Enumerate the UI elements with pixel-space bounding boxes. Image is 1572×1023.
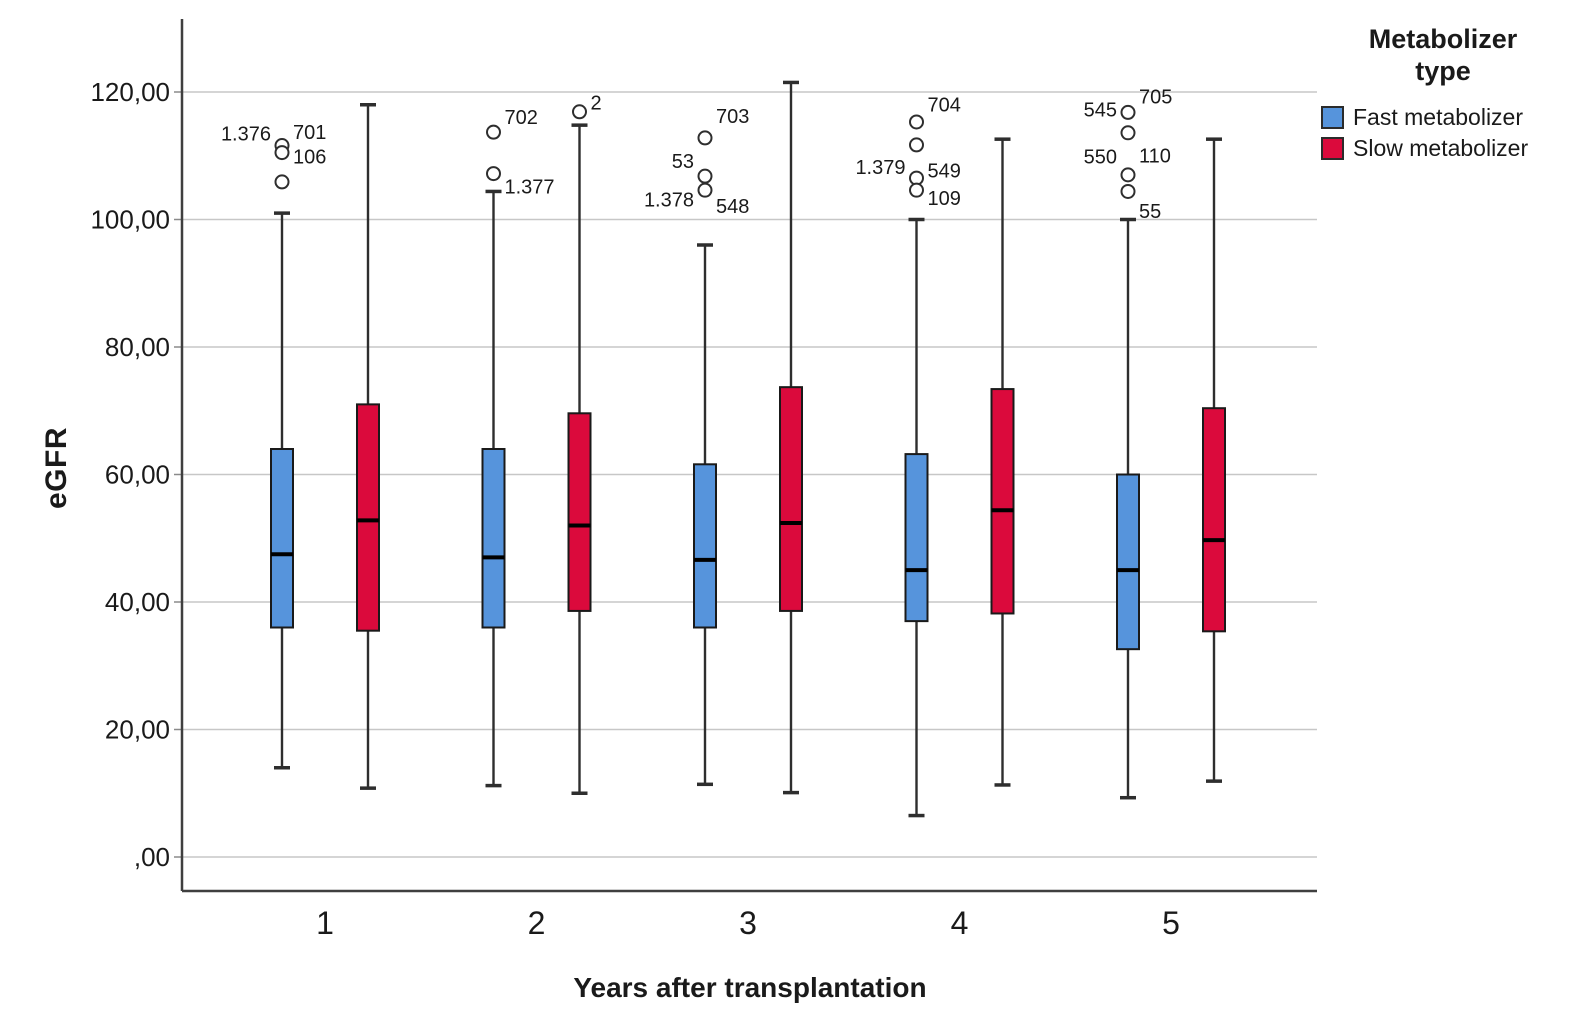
outlier-label: 53 bbox=[672, 151, 694, 173]
y-tick-label: ,00 bbox=[134, 842, 170, 872]
outlier-point bbox=[697, 168, 713, 184]
outlier-point bbox=[909, 182, 924, 198]
outlier-label: 545 bbox=[1084, 99, 1117, 121]
outlier-label: 703 bbox=[716, 106, 749, 128]
box-fast-year-5 bbox=[1116, 473, 1140, 651]
legend-item-slow-metabolizer: Slow metabolizer bbox=[1321, 135, 1569, 162]
box-fast-year-2 bbox=[481, 448, 506, 629]
fast-metabolizer-swatch-icon bbox=[1321, 105, 1344, 129]
outlier-point bbox=[274, 174, 290, 190]
y-axis-title: eGFR bbox=[40, 426, 73, 510]
outlier-point bbox=[1120, 183, 1136, 199]
outlier-label: 55 bbox=[1139, 201, 1161, 223]
outlier-point bbox=[1120, 104, 1136, 120]
box-slow-year-5 bbox=[1202, 407, 1226, 633]
outlier-label: 109 bbox=[928, 188, 961, 210]
outlier-point bbox=[909, 170, 924, 186]
box-fast-year-3 bbox=[693, 463, 717, 629]
outlier-label: 549 bbox=[928, 161, 961, 183]
outlier-point bbox=[909, 137, 924, 153]
outlier-point bbox=[697, 182, 713, 198]
outlier-point bbox=[1120, 167, 1136, 183]
legend-title: Metabolizer type bbox=[1368, 24, 1518, 86]
legend-label-fast: Fast metabolizer bbox=[1353, 103, 1524, 130]
outlier-point bbox=[486, 124, 501, 140]
x-tick-label: 1 bbox=[316, 905, 334, 941]
outlier-label: 704 bbox=[928, 94, 961, 116]
outlier-point bbox=[697, 130, 713, 146]
outlier-label: 702 bbox=[505, 107, 538, 129]
outlier-label: 2 bbox=[591, 92, 602, 114]
outlier-label: 550 bbox=[1084, 147, 1117, 169]
x-tick-label: 4 bbox=[951, 905, 969, 941]
outlier-point bbox=[1120, 125, 1136, 141]
outlier-label: 106 bbox=[293, 147, 326, 169]
outlier-label: 701 bbox=[293, 122, 326, 144]
x-tick-label: 3 bbox=[739, 905, 757, 941]
legend-label-slow: Slow metabolizer bbox=[1353, 134, 1529, 161]
outlier-label: 705 bbox=[1139, 87, 1172, 109]
outlier-point bbox=[274, 145, 290, 161]
outlier-point bbox=[572, 104, 587, 120]
box-slow-year-3 bbox=[779, 386, 803, 612]
y-tick-label: 100,00 bbox=[90, 205, 170, 235]
x-axis-title: Years after transplantation bbox=[573, 972, 927, 1003]
outlier-label: 110 bbox=[1139, 145, 1171, 167]
box-fast-year-4 bbox=[904, 453, 929, 623]
box-slow-year-1 bbox=[356, 403, 380, 632]
outlier-label: 548 bbox=[716, 196, 749, 218]
y-tick-label: 40,00 bbox=[105, 587, 170, 617]
box-fast-year-1 bbox=[270, 448, 294, 629]
outlier-label: 1.376 bbox=[221, 124, 271, 146]
outlier-label: 1.378 bbox=[644, 189, 694, 211]
y-tick-label: 60,00 bbox=[105, 460, 170, 490]
outlier-label: 1.379 bbox=[855, 157, 905, 179]
box-slow-year-4 bbox=[990, 388, 1015, 615]
outlier-point bbox=[909, 114, 924, 130]
y-tick-label: 120,00 bbox=[90, 77, 170, 107]
slow-metabolizer-swatch-icon bbox=[1321, 136, 1344, 160]
x-tick-label: 5 bbox=[1162, 905, 1180, 941]
y-tick-label: 20,00 bbox=[105, 715, 170, 745]
y-tick-label: 80,00 bbox=[105, 332, 170, 362]
legend: Metabolizer type Fast metabolizer Slow m… bbox=[1317, 18, 1569, 166]
x-tick-label: 2 bbox=[528, 905, 546, 941]
outlier-point bbox=[486, 166, 501, 182]
legend-item-fast-metabolizer: Fast metabolizer bbox=[1321, 104, 1569, 131]
box-slow-year-2 bbox=[567, 412, 592, 612]
outlier-label: 1.377 bbox=[505, 177, 555, 199]
